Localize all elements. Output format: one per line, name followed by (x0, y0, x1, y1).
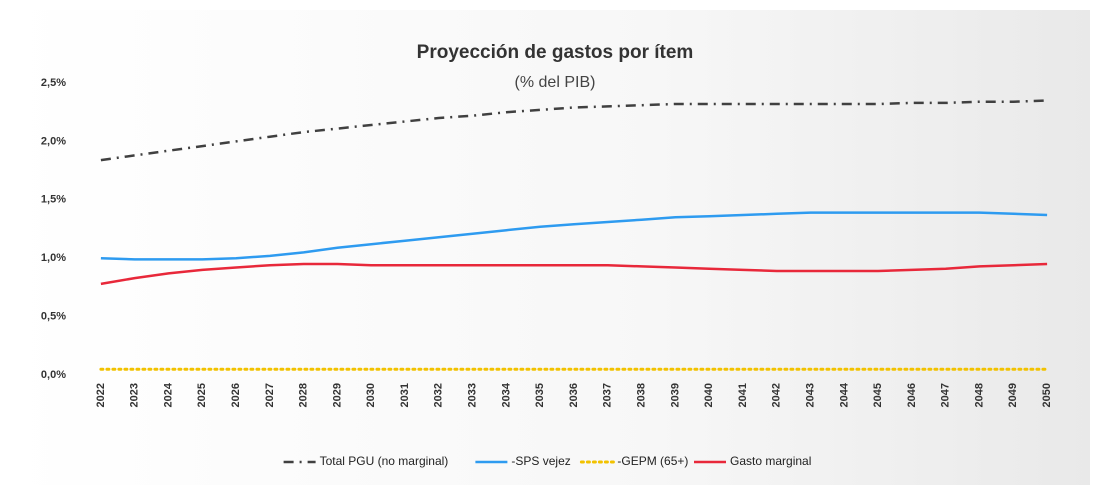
x-tick-label: 2049 (1007, 383, 1019, 407)
x-tick-label: 2043 (804, 383, 816, 407)
x-tick-label: 2023 (129, 383, 141, 407)
x-tick-label: 2044 (838, 382, 850, 407)
y-tick-label: 0,0% (41, 369, 66, 381)
x-tick-label: 2026 (230, 383, 242, 407)
x-tick-label: 2041 (737, 383, 749, 407)
series-line (100, 262, 1048, 286)
x-tick-label: 2030 (365, 383, 377, 407)
x-tick-label: 2036 (568, 383, 580, 407)
y-tick-label: 2,5% (41, 77, 66, 89)
chart-subtitle: (% del PIB) (515, 74, 596, 91)
x-tick-label: 2045 (872, 383, 884, 407)
x-tick-label: 2029 (331, 383, 343, 407)
legend-label: Total PGU (no marginal) (320, 454, 449, 468)
x-tick-label: 2022 (95, 383, 107, 407)
x-tick-label: 2034 (500, 382, 512, 407)
x-tick-label: 2035 (534, 383, 546, 407)
x-tick-label: 2032 (433, 383, 445, 407)
y-tick-label: 0,5% (41, 311, 66, 323)
x-tick-label: 2031 (399, 383, 411, 407)
background (10, 10, 1090, 485)
x-tick-label: 2050 (1041, 383, 1053, 407)
x-tick-label: 2038 (635, 383, 647, 407)
series-line (100, 211, 1048, 261)
chart-title: Proyección de gastos por ítem (417, 42, 694, 63)
x-tick-label: 2037 (602, 383, 614, 407)
x-tick-label: 2033 (467, 383, 479, 407)
x-tick-label: 2040 (703, 383, 715, 407)
x-tick-label: 2047 (940, 383, 952, 407)
x-tick-label: 2039 (669, 383, 681, 407)
x-tick-label: 2046 (906, 383, 918, 407)
x-tick-label: 2024 (162, 382, 174, 407)
y-tick-label: 1,0% (41, 252, 66, 264)
y-tick-label: 1,5% (41, 194, 66, 206)
legend-label: Gasto marginal (730, 454, 811, 468)
x-tick-label: 2025 (196, 383, 208, 407)
x-tick-label: 2048 (973, 383, 985, 407)
legend-label: -GEPM (65+) (617, 454, 688, 468)
x-tick-label: 2027 (264, 383, 276, 407)
x-tick-label: 2042 (771, 383, 783, 407)
x-tick-label: 2028 (298, 383, 310, 407)
legend-label: -SPS vejez (511, 454, 570, 468)
y-tick-label: 2,0% (41, 135, 66, 147)
